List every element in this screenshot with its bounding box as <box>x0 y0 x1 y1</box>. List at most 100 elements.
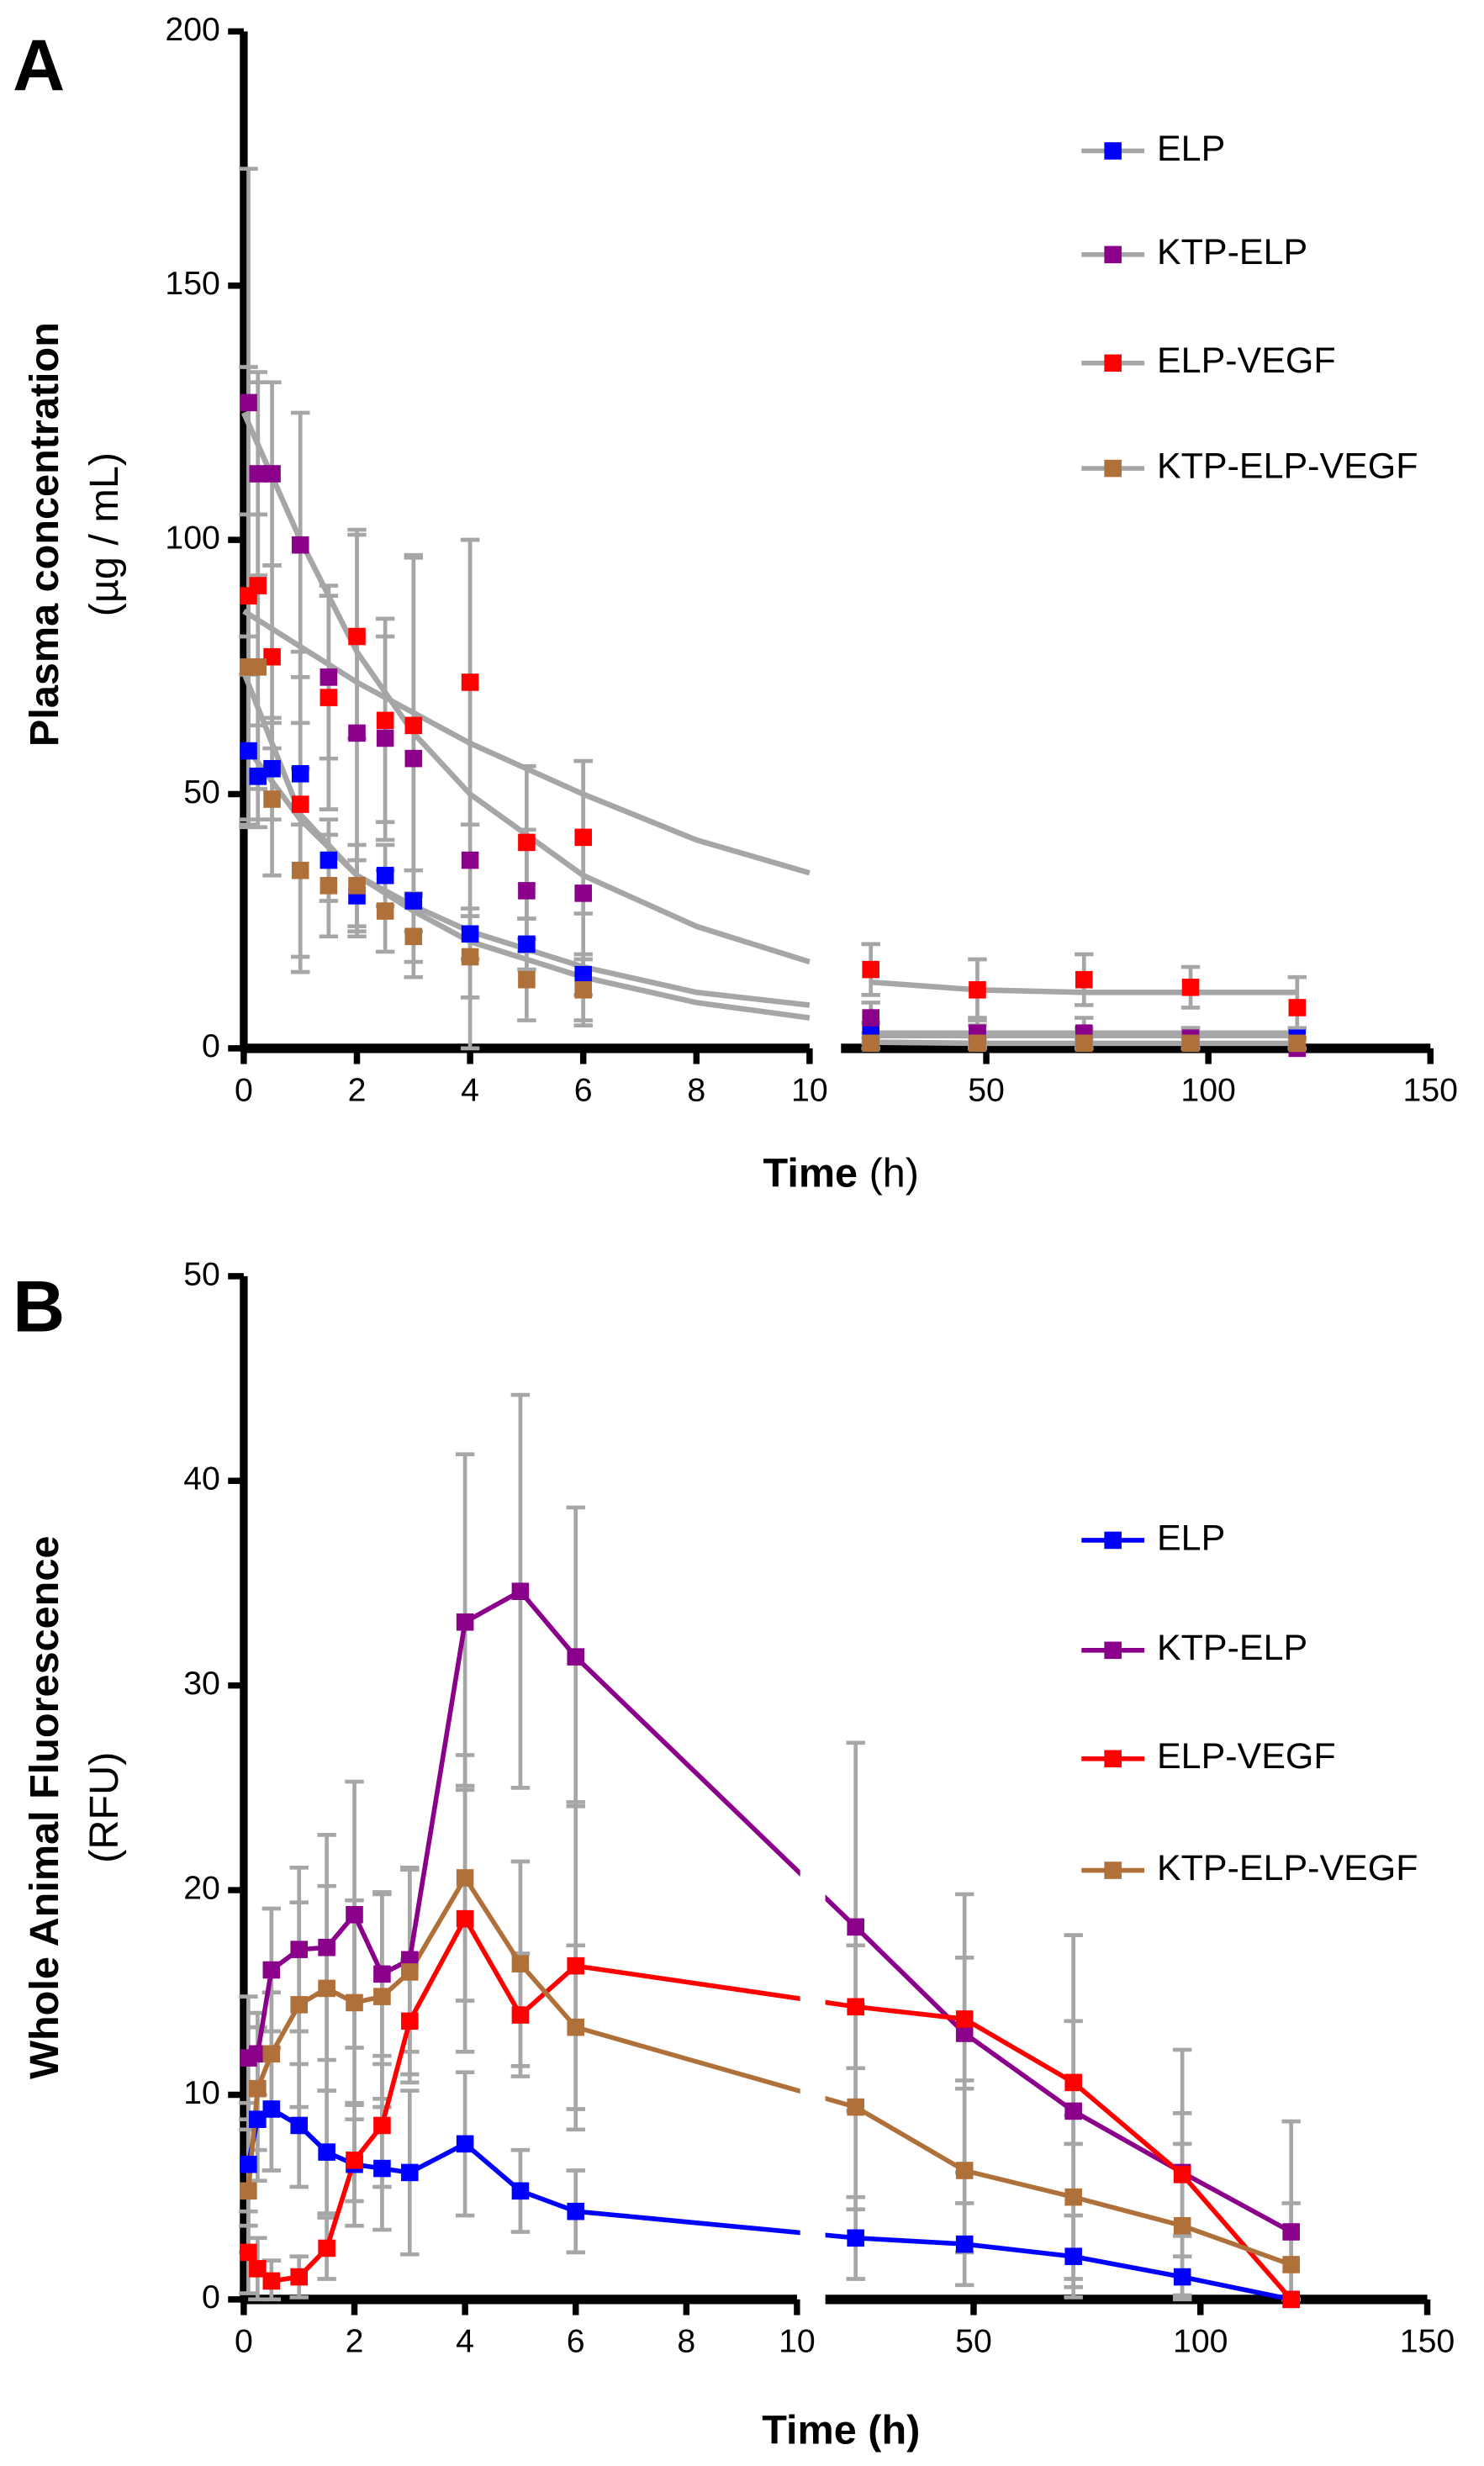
legend-label: KTP-ELP-VEGF <box>1157 446 1418 486</box>
data-point <box>376 729 394 747</box>
data-point <box>518 882 536 900</box>
y-tick-label: 0 <box>202 2279 220 2316</box>
data-point <box>862 1009 879 1027</box>
x-axis-label-main: Time (h) <box>762 2408 920 2453</box>
data-point <box>290 1996 309 2014</box>
data-point <box>263 647 281 666</box>
data-point <box>318 1979 335 1998</box>
series-line <box>247 1588 1292 2234</box>
panel: A Plasma concentration (µg / mL) Time (h) 0 5… <box>13 11 1458 1196</box>
legend-marker <box>1104 246 1122 264</box>
x-axis-label: Time (h) <box>763 1150 919 1196</box>
panel-letter: A <box>13 25 65 106</box>
legend-label: ELP-VEGF <box>1157 1736 1336 1777</box>
data-point <box>847 1918 864 1936</box>
data-point <box>291 861 309 879</box>
data-point <box>401 1963 419 1981</box>
y-tick-label: 10 <box>183 2074 220 2111</box>
data-point <box>969 981 986 999</box>
data-point <box>518 935 536 953</box>
data-point <box>574 981 592 999</box>
data-point <box>847 2098 864 2116</box>
legend-marker <box>1104 354 1122 372</box>
legend-label: ELP <box>1157 129 1225 169</box>
data-point <box>955 2010 974 2028</box>
series-line <box>246 1914 1293 2301</box>
error-bar <box>1281 2201 1301 2302</box>
data-point <box>518 970 536 989</box>
x-tick-label: 2 <box>346 2323 364 2360</box>
legend-marker <box>1104 1641 1122 1660</box>
data-point <box>404 927 423 946</box>
data-point <box>1288 1034 1307 1053</box>
x-tick-label: 150 <box>1400 2323 1455 2360</box>
data-point <box>291 536 309 554</box>
data-point <box>262 2045 281 2063</box>
data-point <box>290 1941 309 1958</box>
y-tick-label: 50 <box>183 774 220 811</box>
x-tick-label: 4 <box>456 2323 474 2360</box>
data-point <box>1181 1034 1200 1053</box>
fit-curve <box>240 411 811 965</box>
legend-label: ELP <box>1157 1518 1225 1558</box>
data-point <box>346 1993 363 2012</box>
data-point <box>249 465 267 483</box>
x-tick-label: 50 <box>968 1072 1005 1109</box>
y-tick-label: 20 <box>183 1869 220 1906</box>
data-point <box>1282 2223 1300 2241</box>
data-point <box>567 2202 585 2220</box>
legend-label: KTP-ELP <box>1157 232 1307 272</box>
data-point <box>291 795 309 813</box>
data-point <box>567 1648 585 1666</box>
y-tick-label: 200 <box>165 11 220 48</box>
legend-marker <box>1104 1531 1122 1550</box>
data-point <box>240 393 257 412</box>
data-point <box>567 1956 585 1975</box>
data-point <box>240 2155 257 2173</box>
data-point <box>969 1034 986 1053</box>
panel: B Whole Animal Fluorescence (RFU) Time (h) 0… <box>13 1255 1455 2453</box>
data-point <box>318 2143 335 2161</box>
data-point <box>456 2135 474 2153</box>
data-point <box>461 851 479 869</box>
data-point <box>1288 999 1307 1016</box>
data-point <box>404 749 423 768</box>
x-tick-label: 0 <box>235 2323 253 2360</box>
data-point <box>262 1961 281 1979</box>
data-point <box>263 790 281 808</box>
data-point <box>518 833 536 852</box>
data-point <box>1173 2216 1191 2235</box>
x-axis-unit: (h) <box>869 1150 919 1196</box>
data-point <box>376 902 394 920</box>
data-point <box>1181 979 1200 996</box>
data-point <box>1282 2256 1300 2273</box>
data-point <box>1173 2166 1191 2183</box>
data-point <box>249 577 267 594</box>
legend-marker <box>1104 459 1122 478</box>
data-point <box>249 2079 267 2098</box>
x-tick-label: 100 <box>1180 1072 1236 1109</box>
y-tick-label: 150 <box>165 265 220 302</box>
data-point <box>262 2272 281 2290</box>
data-point <box>320 851 338 869</box>
data-point <box>290 2116 309 2135</box>
data-point <box>456 1909 474 1928</box>
data-point <box>346 1905 363 1924</box>
data-point <box>401 2163 419 2182</box>
x-tick-label: 2 <box>348 1072 367 1109</box>
x-tick-label: 0 <box>235 1072 253 1109</box>
data-point <box>955 2162 974 2179</box>
axis-break-gap <box>800 1268 826 2323</box>
data-point <box>373 1988 391 2005</box>
data-point <box>511 1955 530 1972</box>
panel-letter: B <box>13 1267 65 1348</box>
data-point <box>249 2110 267 2128</box>
data-point <box>320 689 338 706</box>
data-point <box>511 1582 530 1601</box>
data-point <box>348 724 366 742</box>
data-point <box>401 2012 419 2030</box>
data-point <box>574 884 592 902</box>
y-tick-label: 40 <box>183 1460 220 1497</box>
data-point <box>240 742 257 760</box>
